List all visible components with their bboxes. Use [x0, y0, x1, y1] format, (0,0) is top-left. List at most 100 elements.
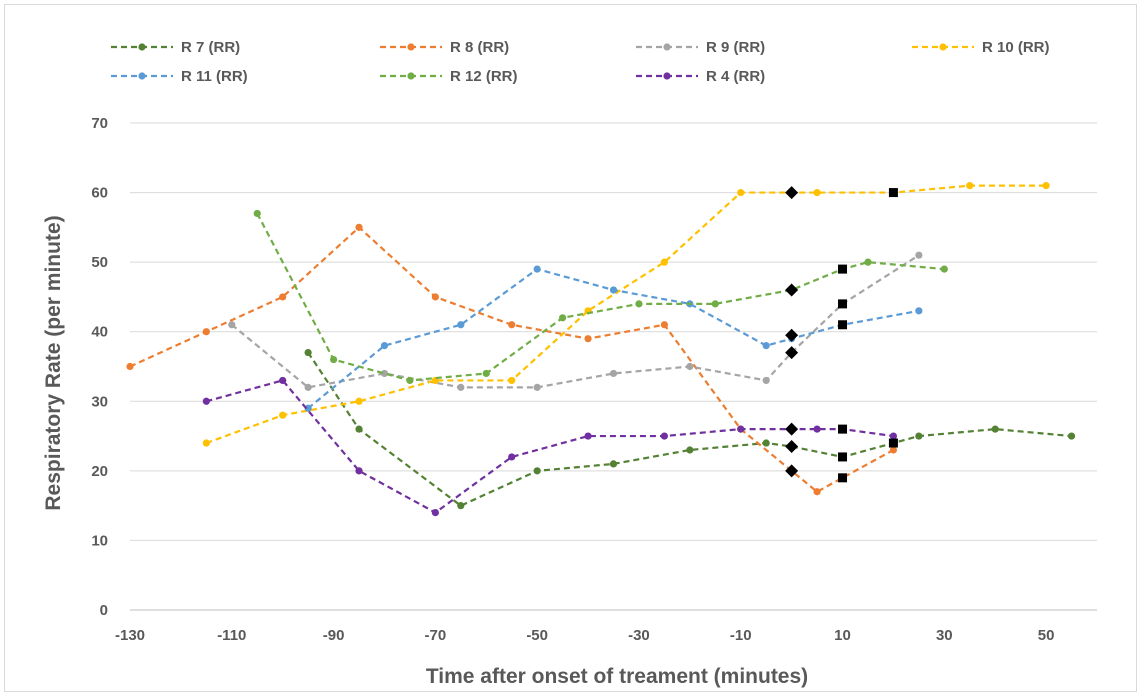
- legend-swatch-marker: [138, 43, 146, 51]
- data-point: [279, 293, 287, 301]
- square-marker: [838, 264, 848, 274]
- data-point: [202, 397, 210, 405]
- diamond-marker: [785, 328, 799, 342]
- data-point: [304, 383, 312, 391]
- data-point: [813, 488, 821, 496]
- data-point: [380, 342, 389, 350]
- data-point: [431, 293, 439, 301]
- data-point: [991, 425, 999, 433]
- data-point: [609, 369, 618, 378]
- data-point: [813, 425, 821, 433]
- legend-item: R 8 (RR): [380, 39, 509, 56]
- y-axis-ticks: 0 10 20 30 40 50 60 70: [91, 115, 108, 619]
- data-point: [889, 432, 898, 440]
- data-point: [915, 251, 923, 259]
- legend-item: R 11 (RR): [111, 68, 248, 85]
- series-line-4: [205, 184, 1047, 445]
- series-line-7: [206, 379, 894, 514]
- data-point: [202, 328, 210, 336]
- data-point: [304, 404, 312, 412]
- x-axis-ticks: -130 -110 -90 -70 -50 -30 -10 10 30 50: [115, 627, 1054, 644]
- x-tick-label: 30: [936, 627, 953, 644]
- data-point: [304, 348, 312, 357]
- y-tick-label: 0: [100, 602, 108, 619]
- data-point: [355, 467, 363, 475]
- legend-item: R 9 (RR): [636, 39, 765, 56]
- data-point: [457, 383, 465, 391]
- data-point: [508, 321, 516, 329]
- data-point: [279, 376, 287, 385]
- data-point: [686, 446, 694, 454]
- data-point: [329, 355, 338, 364]
- data-point: [889, 446, 898, 454]
- x-tick-label: 50: [1038, 627, 1055, 644]
- chart-frame: [4, 4, 1137, 692]
- legend-label: R 7 (RR): [181, 39, 240, 56]
- x-tick-label: -50: [526, 627, 548, 644]
- y-tick-label: 60: [91, 185, 108, 202]
- data-point: [940, 265, 948, 273]
- diamond-marker: [785, 186, 799, 200]
- data-point: [1042, 182, 1050, 190]
- square-marker: [838, 320, 848, 330]
- data-point: [609, 460, 618, 468]
- data-point: [533, 467, 541, 475]
- data-point: [762, 439, 770, 447]
- data-point: [355, 397, 363, 405]
- x-tick-label: -90: [323, 627, 345, 644]
- diamond-marker: [785, 422, 799, 436]
- data-point: [635, 300, 643, 308]
- legend-item: R 12 (RR): [380, 68, 518, 85]
- data-point: [737, 425, 745, 433]
- square-marker: [838, 299, 848, 309]
- square-marker: [838, 473, 848, 483]
- data-point: [431, 508, 439, 517]
- data-point: [864, 258, 872, 266]
- data-point: [279, 411, 287, 419]
- diamond-marker: [785, 464, 799, 478]
- data-point: [380, 369, 389, 378]
- legend: R 7 (RR) R 8 (RR) R 9 (RR) R 10 (RR) R 11 (R…: [111, 39, 1050, 85]
- series-line-5: [307, 267, 920, 410]
- legend-label: R 10 (RR): [982, 39, 1050, 56]
- data-point: [915, 432, 923, 440]
- series-line-3: [231, 254, 920, 389]
- data-point: [533, 265, 541, 273]
- legend-swatch-marker: [663, 72, 671, 80]
- legend-label: R 4 (RR): [706, 68, 765, 85]
- data-point: [228, 321, 236, 329]
- legend-label: R 12 (RR): [450, 68, 518, 85]
- legend-item: R 4 (RR): [636, 68, 765, 85]
- data-point: [762, 376, 770, 385]
- x-axis-title: Time after onset of treament (minutes): [426, 665, 808, 688]
- legend-label: R 11 (RR): [181, 68, 248, 85]
- data-point: [584, 432, 592, 440]
- x-tick-label: -110: [217, 627, 246, 644]
- legend-swatch-marker: [663, 43, 671, 51]
- square-marker: [888, 188, 898, 198]
- series-line-2: [129, 225, 894, 494]
- square-marker: [888, 438, 898, 448]
- y-tick-label: 20: [91, 463, 108, 480]
- data-point: [660, 432, 668, 440]
- x-tick-label: -130: [115, 627, 145, 644]
- legend-swatch-marker: [407, 43, 415, 51]
- data-point: [533, 383, 541, 391]
- series-lines: [126, 182, 1076, 517]
- y-tick-label: 10: [91, 532, 108, 549]
- legend-label: R 9 (RR): [706, 39, 765, 56]
- data-point: [126, 362, 134, 371]
- data-point: [1067, 432, 1076, 440]
- series-line-6: [256, 212, 945, 382]
- y-tick-label: 30: [91, 393, 108, 410]
- data-point: [966, 182, 974, 190]
- square-marker: [838, 424, 848, 434]
- grid-lines: [130, 122, 1097, 611]
- diamond-marker: [785, 346, 799, 360]
- legend-label: R 8 (RR): [450, 39, 509, 56]
- data-point: [660, 321, 668, 329]
- data-point: [584, 335, 592, 343]
- series-line-1: [307, 351, 1072, 507]
- legend-item: R 7 (RR): [111, 39, 240, 56]
